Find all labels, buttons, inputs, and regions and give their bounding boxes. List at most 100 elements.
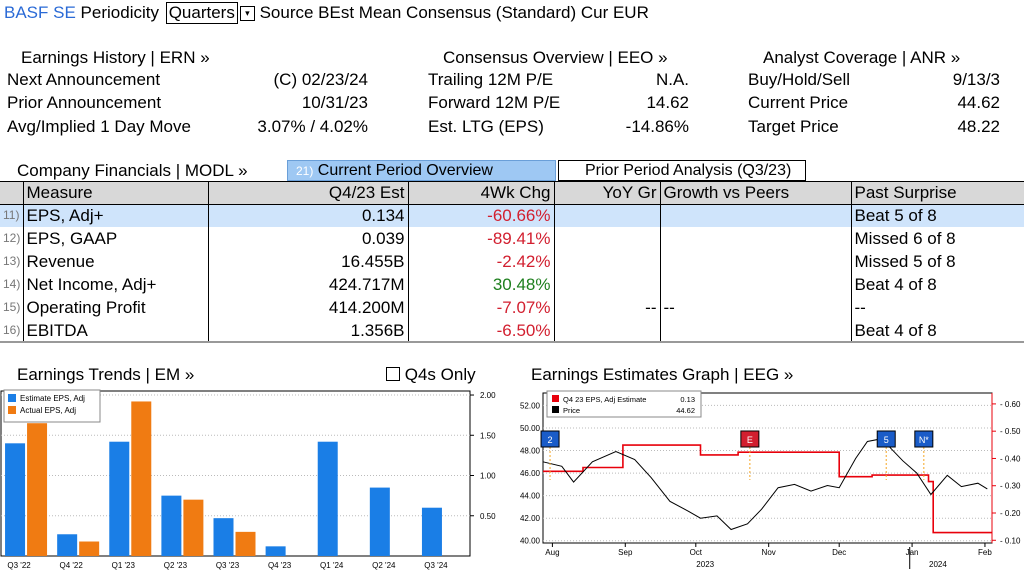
forward-pe-value: 14.62	[646, 93, 689, 112]
source-text: Source BEst Mean Consensus (Standard) Cu…	[259, 3, 649, 22]
tab-prior-label: Prior Period Analysis (Q3/23)	[585, 162, 792, 179]
table-row[interactable]: 13) Revenue 16.455B -2.42% Missed 5 of 8	[0, 250, 1024, 273]
surprise-cell: Beat 5 of 8	[851, 204, 1024, 227]
periodicity-dropdown[interactable]: Quarters	[165, 2, 238, 24]
left-axis-label: 44.00	[520, 492, 541, 501]
measure-cell[interactable]: Net Income, Adj+	[23, 273, 209, 296]
row-number: 16)	[0, 319, 24, 342]
row-number: 11)	[0, 204, 24, 227]
right-axis-label: - 0.40	[1000, 454, 1021, 463]
tab-current-period[interactable]: 21) Current Period Overview (Q4/23)	[287, 160, 556, 199]
bar-estimate	[265, 546, 286, 556]
header-growth-vs-peers[interactable]: Growth vs Peers	[660, 181, 852, 204]
table-row[interactable]: 12) EPS, GAAP 0.039 -89.41% Missed 6 of 8	[0, 227, 1024, 250]
x-tick-label: Q3 '24	[424, 561, 448, 570]
surprise-cell: Missed 5 of 8	[854, 252, 956, 271]
earnings-history-title[interactable]: Earnings History | ERN »	[21, 48, 210, 67]
row-number: 15)	[0, 296, 24, 319]
estimate-cell: 0.134	[208, 204, 409, 227]
yoy-cell: --	[554, 296, 661, 319]
chg-cell: 30.48%	[408, 273, 555, 296]
next-announcement-value: (C) 02/23/24	[273, 70, 369, 89]
legend-label: Price	[563, 406, 580, 415]
consensus-overview-title[interactable]: Consensus Overview | EEO »	[443, 48, 668, 67]
prior-announcement-label: Prior Announcement	[7, 93, 162, 112]
bar-actual	[183, 499, 204, 556]
table-row[interactable]: 16) EBITDA 1.356B -6.50% Beat 4 of 8	[0, 319, 1024, 342]
measure-cell[interactable]: Operating Profit	[23, 296, 209, 319]
table-row[interactable]: 15) Operating Profit 414.200M -7.07% -- -- --	[0, 296, 1024, 319]
x-tick-label: Aug	[545, 548, 559, 557]
bar-estimate	[317, 441, 338, 556]
tab-current-number: 21)	[296, 164, 314, 178]
measure-cell[interactable]: EPS, Adj+	[23, 204, 209, 227]
tab-prior-period[interactable]: Prior Period Analysis (Q3/23)	[558, 160, 806, 181]
right-axis-label: - 0.10	[1000, 536, 1021, 545]
header-yoy-gr[interactable]: YoY Gr	[554, 181, 661, 204]
x-tick-label: Nov	[762, 548, 776, 557]
chg-cell: -6.50%	[408, 319, 555, 342]
target-price-label: Target Price	[748, 117, 839, 136]
chg-cell: -2.42%	[408, 250, 555, 273]
y-tick-label: 1.00	[480, 472, 496, 481]
company-financials-title[interactable]: Company Financials | MODL »	[17, 161, 248, 180]
legend-value: 0.13	[680, 395, 695, 404]
x-tick-label: Q4 '23	[268, 561, 292, 570]
measure-cell[interactable]: EBITDA	[23, 319, 209, 342]
left-axis-label: 40.00	[520, 537, 541, 546]
peers-cell: --	[660, 296, 852, 319]
event-marker	[914, 430, 934, 448]
yoy-cell	[554, 227, 661, 250]
bar-actual	[235, 531, 256, 556]
legend-box	[3, 389, 101, 423]
x-tick-label: Q3 '23	[216, 561, 240, 570]
event-marker-label: E	[747, 435, 753, 445]
legend-swatch	[552, 395, 559, 402]
earnings-trends-title[interactable]: Earnings Trends | EM »	[17, 365, 195, 384]
x-tick-label: Q2 '24	[372, 561, 396, 570]
header-4wk-chg[interactable]: 4Wk Chg	[408, 181, 555, 204]
q4s-only-checkbox[interactable]: Q4s Only	[386, 365, 476, 385]
earnings-estimates-graph-title[interactable]: Earnings Estimates Graph | EEG »	[531, 365, 794, 384]
chevron-down-icon[interactable]: ▾	[239, 6, 255, 21]
table-row[interactable]: 11) EPS, Adj+ 0.134 -60.66% Beat 5 of 8	[0, 204, 1024, 227]
legend-label: Q4 23 EPS, Adj Estimate	[563, 395, 646, 404]
analyst-coverage-title[interactable]: Analyst Coverage | ANR »	[763, 48, 961, 67]
earnings-trends-chart: 2.00 1.50 1.00 0.50 Q3 '22 Q4 '22 Q1 '23 Q2 '23…	[0, 389, 496, 570]
header-measure[interactable]: Measure	[23, 181, 209, 204]
q4s-only-label: Q4s Only	[404, 365, 476, 384]
right-axis-label: - 0.60	[1000, 400, 1021, 409]
x-tick-label: Q4 '22	[60, 561, 84, 570]
x-tick-label: Oct	[690, 548, 703, 557]
estimate-cell: 414.200M	[208, 296, 409, 319]
checkbox-box[interactable]	[386, 367, 400, 381]
event-marker	[540, 430, 560, 448]
earnings-estimates-chart: 52.00 50.00 48.00 46.00 44.00 42.00 40.00 - 0.6…	[520, 390, 1021, 569]
chg-cell: -7.07%	[408, 296, 555, 319]
ticker-label[interactable]: BASF SE	[4, 3, 76, 22]
legend-swatch	[552, 406, 559, 413]
estimate-cell: 424.717M	[208, 273, 409, 296]
chg-cell: -89.41%	[408, 227, 555, 250]
header-past-surprise[interactable]: Past Surprise	[851, 181, 1024, 204]
series-line-estimate	[543, 444, 992, 534]
measure-cell[interactable]: Revenue	[23, 250, 209, 273]
y-tick-label: 0.50	[480, 512, 496, 521]
peers-cell	[660, 227, 852, 250]
bar-estimate	[369, 487, 390, 556]
est-ltg-value: -14.86%	[625, 117, 689, 136]
left-axis-label: 46.00	[520, 469, 541, 478]
top-toolbar: BASF SE Periodicity Quarters ▾ Source BEs…	[4, 2, 1024, 26]
estimate-cell: 0.039	[208, 227, 409, 250]
left-axis-label: 52.00	[520, 401, 541, 410]
est-ltg-label: Est. LTG (EPS)	[428, 117, 544, 136]
yoy-cell	[554, 319, 661, 342]
header-estimate[interactable]: Q4/23 Est	[208, 181, 409, 204]
current-price-label: Current Price	[748, 93, 849, 112]
measure-cell[interactable]: EPS, GAAP	[23, 227, 209, 250]
x-tick-label: Q1 '23	[112, 561, 136, 570]
prior-announcement-value: 10/31/23	[301, 93, 368, 112]
table-header-row: Measure Q4/23 Est 4Wk Chg YoY Gr Growth …	[0, 181, 1024, 204]
table-row[interactable]: 14) Net Income, Adj+ 424.717M 30.48% Beat 4 …	[0, 273, 1024, 296]
trailing-pe-label: Trailing 12M P/E	[428, 70, 554, 89]
